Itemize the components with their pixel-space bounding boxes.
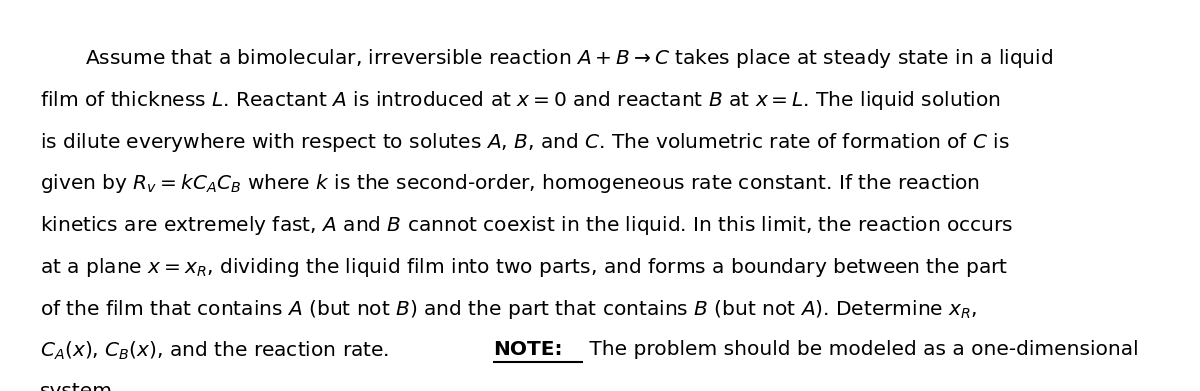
Text: $C_A(x)$, $C_B(x)$, and the reaction rate.: $C_A(x)$, $C_B(x)$, and the reaction rat… — [40, 340, 391, 362]
Text: The problem should be modeled as a one-dimensional: The problem should be modeled as a one-d… — [582, 340, 1138, 359]
Text: NOTE:: NOTE: — [493, 340, 563, 359]
Text: kinetics are extremely fast, $A$ and $B$ cannot coexist in the liquid. In this l: kinetics are extremely fast, $A$ and $B$… — [40, 214, 1013, 237]
Text: system.: system. — [40, 382, 119, 391]
Text: of the film that contains $A$ (but not $B$) and the part that contains $B$ (but : of the film that contains $A$ (but not $… — [40, 298, 977, 321]
Text: at a plane $x = x_R$, dividing the liquid film into two parts, and forms a bound: at a plane $x = x_R$, dividing the liqui… — [40, 256, 1008, 279]
Text: given by $R_v = kC_AC_B$ where $k$ is the second-order, homogeneous rate constan: given by $R_v = kC_AC_B$ where $k$ is th… — [40, 172, 979, 196]
Text: Assume that a bimolecular, irreversible reaction $A + B \rightarrow C$ takes pla: Assume that a bimolecular, irreversible … — [85, 47, 1054, 70]
Text: film of thickness $L$. Reactant $A$ is introduced at $x = 0$ and reactant $B$ at: film of thickness $L$. Reactant $A$ is i… — [40, 89, 1001, 112]
Text: is dilute everywhere with respect to solutes $A$, $B$, and $C$. The volumetric r: is dilute everywhere with respect to sol… — [40, 131, 1009, 154]
